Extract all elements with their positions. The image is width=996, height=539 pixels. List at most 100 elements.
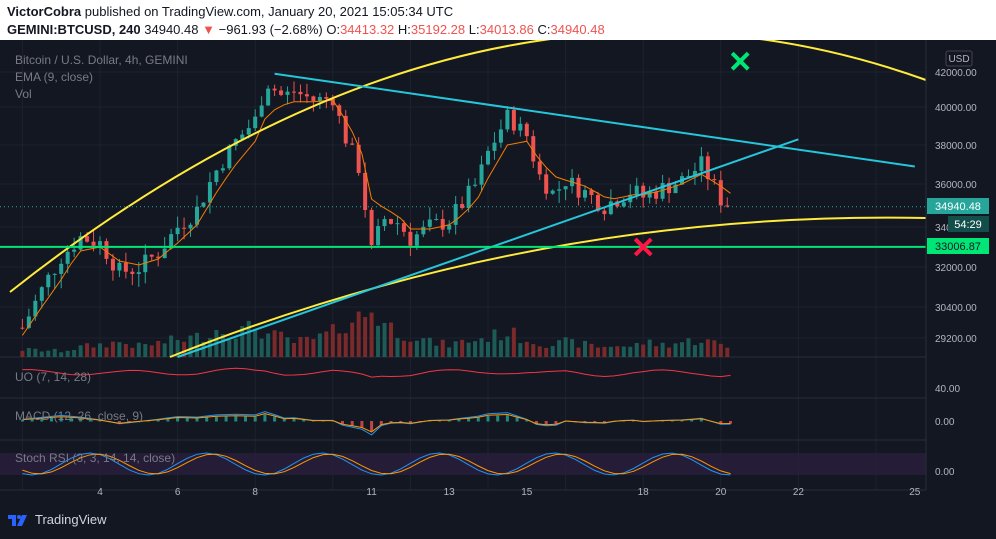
candle-body	[156, 256, 161, 259]
down-arrow-icon: ▼	[202, 22, 215, 37]
chart-area[interactable]: USD 42000.0040000.0038000.0036000.003400…	[0, 30, 996, 505]
volume-bar	[292, 342, 296, 357]
candle-body	[647, 191, 652, 198]
candle-body	[440, 218, 445, 230]
volume-bar	[376, 325, 381, 357]
volume-bar	[595, 347, 600, 357]
candle-body	[104, 241, 109, 259]
volume-bar	[188, 335, 193, 357]
volume-bar	[343, 333, 348, 357]
publish-line: VictorCobra published on TradingView.com…	[7, 4, 453, 19]
price-axis[interactable]: USD 42000.0040000.0038000.0036000.003400…	[925, 40, 996, 505]
volume-bar	[699, 342, 704, 357]
volume-bar	[279, 331, 284, 357]
red-x-mark	[633, 237, 653, 257]
macd-histogram-bar	[554, 421, 558, 425]
candle-body	[376, 226, 381, 246]
volume-bar	[182, 341, 187, 357]
candle-body	[486, 150, 490, 165]
indicator-panes	[20, 367, 732, 476]
volume-bar	[207, 338, 212, 357]
macd-histogram-bar	[505, 415, 509, 422]
price-change: −961.93 (−2.68%)	[218, 22, 323, 37]
macd-histogram-bar	[50, 417, 53, 422]
drawings[interactable]	[0, 30, 927, 358]
candle-body	[149, 254, 154, 257]
macd-histogram-bar	[350, 421, 354, 426]
volume-bar	[673, 343, 678, 357]
candle-body	[356, 144, 361, 173]
chart-canvas[interactable]: USD 42000.0040000.0038000.0036000.003400…	[0, 30, 996, 505]
currency-badge[interactable]	[945, 50, 973, 67]
macd-histogram-bar	[690, 419, 694, 422]
volume-bar	[337, 333, 342, 357]
macd-histogram-bar	[544, 421, 548, 425]
signal-line	[22, 413, 731, 433]
candle-body	[557, 189, 562, 191]
candle-body	[447, 224, 452, 230]
ema-line	[21, 99, 731, 336]
volume-bar	[557, 340, 562, 357]
volume-bar	[46, 350, 51, 357]
volume-bar	[537, 346, 542, 357]
candle-body	[298, 91, 303, 95]
macd-histogram-bar	[69, 417, 73, 422]
price-tick-label: 30400.00	[935, 303, 977, 314]
candle-body	[686, 175, 691, 177]
volume-bar	[298, 336, 303, 357]
symbol-label: GEMINI:BTCUSD, 240	[7, 22, 141, 37]
macd-histogram-bar	[156, 419, 160, 422]
volume-bar	[285, 337, 290, 357]
volume-bar	[628, 346, 633, 357]
macd-histogram-bar	[292, 418, 296, 422]
macd-histogram-bar	[680, 420, 684, 422]
volume-bar	[408, 341, 413, 357]
time-axis[interactable]: 4 6 8 11 13 15 18 20 22 25	[0, 487, 926, 498]
volume-bar	[692, 345, 697, 357]
volume-bar	[117, 342, 122, 357]
candle-body	[266, 88, 271, 106]
macd-histogram-bar	[341, 421, 344, 425]
macd-histogram-bar	[79, 418, 83, 422]
ema-legend[interactable]: EMA (9, close)	[15, 70, 94, 84]
volume-bar	[110, 341, 115, 357]
candle-body	[718, 180, 723, 206]
stoch-legend[interactable]: Stoch RSI (3, 3, 14, 14, close)	[15, 451, 176, 465]
volume-bar	[647, 339, 652, 357]
series-title[interactable]: Bitcoin / U.S. Dollar, 4h, GEMINI	[15, 53, 188, 67]
candle-body	[98, 241, 102, 246]
macd-histogram-bar	[379, 421, 383, 425]
volume-bar	[531, 344, 536, 357]
volume-bar	[524, 341, 529, 357]
volume-bar	[641, 344, 646, 357]
candle-body	[59, 263, 64, 274]
macd-legend[interactable]: MACD (12, 26, close, 9)	[15, 409, 144, 423]
candle-body	[725, 205, 730, 207]
time-tick-label: 13	[444, 487, 456, 498]
open-label: O:	[326, 22, 341, 37]
high-value: 35192.28	[410, 22, 466, 37]
volume-bar	[259, 338, 264, 357]
volume-bar	[253, 330, 258, 357]
macd-histogram-bar	[282, 419, 286, 422]
candle-body	[110, 258, 115, 271]
candle-body	[369, 209, 374, 246]
candle-body	[350, 143, 355, 145]
macd-tick: 0.00	[935, 417, 955, 428]
candle-body	[699, 156, 704, 171]
candle-body	[253, 116, 258, 129]
close-label: C:	[537, 22, 551, 37]
candle-body	[401, 223, 406, 232]
candle-body	[285, 91, 290, 95]
volume-legend[interactable]: Vol	[15, 87, 32, 101]
publisher-name[interactable]: VictorCobra	[7, 4, 82, 19]
candle-body	[537, 161, 542, 175]
volume-bar	[414, 340, 419, 357]
volume-bar	[608, 346, 613, 357]
time-tick-label: 15	[521, 487, 533, 498]
candle-body	[550, 190, 555, 194]
uo-legend[interactable]: UO (7, 14, 28)	[15, 370, 92, 384]
tradingview-logo[interactable]: TradingView	[8, 512, 107, 527]
green-x-mark	[730, 51, 750, 71]
stoch-k-line	[22, 452, 731, 476]
